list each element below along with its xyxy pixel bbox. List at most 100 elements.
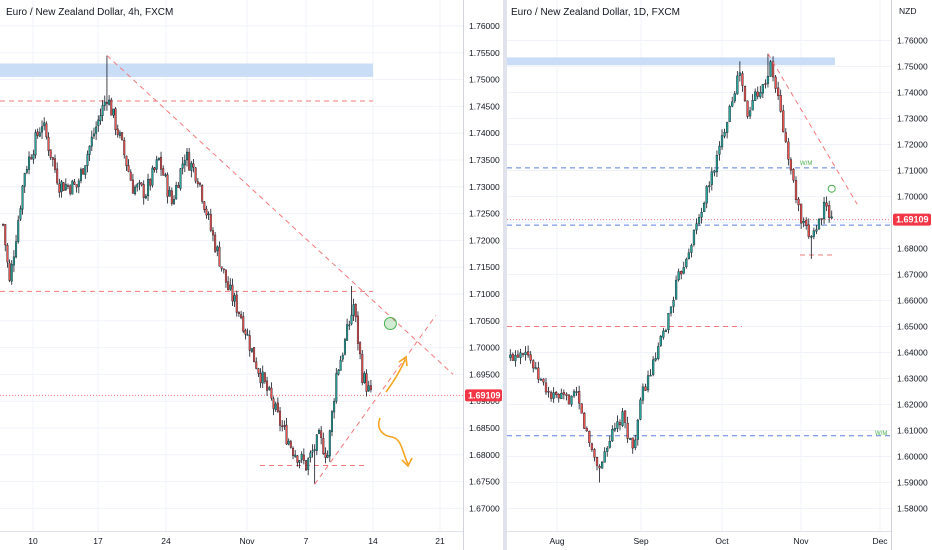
- candle-down: [149, 178, 152, 186]
- price-tick-label: 1.76000: [897, 36, 928, 46]
- time-tick-label: Oct: [715, 536, 729, 546]
- candle-down: [529, 354, 532, 361]
- candle-down: [114, 108, 117, 131]
- candle-down: [369, 385, 372, 390]
- candle-up: [84, 165, 87, 175]
- candle-up: [751, 99, 754, 111]
- candle-up: [519, 352, 522, 358]
- candle-up: [682, 267, 685, 274]
- candle-down: [66, 185, 69, 187]
- candle-up: [715, 155, 719, 173]
- arrow-down-right[interactable]: [377, 417, 409, 465]
- candle-up: [629, 438, 632, 440]
- candle-down: [45, 123, 48, 138]
- candle-up: [181, 163, 184, 169]
- candle-down: [198, 182, 201, 185]
- channel-line[interactable]: [314, 315, 437, 485]
- right-last-price-tag-bg: [893, 213, 931, 226]
- candle-down: [116, 128, 119, 136]
- candle-up: [138, 182, 141, 184]
- candle-up: [674, 279, 678, 300]
- candle-down: [779, 95, 782, 112]
- candle-down: [49, 149, 52, 158]
- candle-down: [794, 180, 798, 200]
- candle-up: [738, 72, 742, 76]
- time-tick-label: Nov: [239, 536, 255, 546]
- candle-up: [77, 180, 80, 187]
- candle-down: [36, 131, 39, 136]
- candle-down: [203, 201, 206, 210]
- right-grid: [507, 0, 891, 531]
- candle-up: [268, 387, 271, 390]
- candle-down: [255, 361, 258, 369]
- candle-up: [32, 154, 35, 160]
- candle-down: [285, 424, 288, 445]
- time-tick-label: 10: [28, 536, 38, 546]
- price-tick-label: 1.59000: [897, 478, 928, 488]
- candle-up: [654, 358, 657, 361]
- candle-up: [613, 428, 616, 431]
- candle-up: [677, 271, 680, 281]
- candle-up: [731, 101, 734, 107]
- candle-up: [761, 84, 764, 94]
- candle-up: [144, 195, 147, 199]
- candle-up: [341, 354, 344, 360]
- candle-down: [296, 455, 299, 463]
- candle-up: [817, 218, 821, 230]
- price-tick-label: 1.67000: [897, 270, 928, 280]
- candle-up: [23, 173, 26, 187]
- candle-down: [593, 449, 596, 458]
- candle-up: [713, 170, 716, 173]
- candle-down: [110, 99, 113, 116]
- candle-down: [784, 132, 787, 142]
- candle-up: [21, 185, 24, 210]
- price-tick-label: 1.69500: [469, 369, 500, 379]
- price-tick-label: 1.74500: [469, 101, 500, 111]
- candle-down: [192, 163, 195, 168]
- candle-up: [309, 452, 312, 459]
- candle-up: [328, 430, 331, 457]
- candle-up: [90, 136, 93, 147]
- candle-up: [343, 339, 346, 355]
- pane-separator[interactable]: [503, 0, 507, 550]
- trendline[interactable]: [106, 55, 454, 375]
- candle-up: [10, 263, 13, 282]
- candle-down: [166, 174, 169, 197]
- price-tick-label: 1.75000: [897, 62, 928, 72]
- candle-down: [125, 155, 128, 166]
- candle-up: [101, 105, 104, 116]
- candle-up: [572, 391, 576, 397]
- marker-circle[interactable]: [827, 184, 836, 193]
- candle-up: [108, 99, 111, 105]
- candle-up: [759, 92, 762, 98]
- candle-up: [367, 385, 370, 392]
- candle-down: [305, 460, 308, 471]
- candle-down: [58, 183, 61, 193]
- candle-up: [12, 256, 15, 266]
- candle-up: [294, 454, 297, 457]
- candle-up: [690, 245, 693, 253]
- candle-down: [75, 184, 78, 188]
- candle-up: [229, 284, 232, 290]
- time-tick-label: Nov: [793, 536, 809, 546]
- candle-down: [741, 73, 744, 86]
- candle-down: [588, 431, 591, 444]
- price-tick-label: 1.68000: [897, 244, 928, 254]
- candle-down: [555, 392, 558, 395]
- candle-down: [542, 378, 545, 383]
- arrow-up-right[interactable]: [385, 359, 406, 393]
- candle-down: [549, 392, 553, 399]
- price-tick-label: 1.68500: [469, 423, 500, 433]
- candle-down: [825, 202, 828, 207]
- candle-down: [774, 76, 777, 89]
- candle-up: [634, 439, 637, 448]
- candle-down: [354, 303, 357, 318]
- candle-up: [313, 449, 316, 451]
- price-tick-label: 1.75000: [469, 75, 500, 85]
- trendline[interactable]: [767, 53, 858, 205]
- candle-up: [509, 354, 512, 358]
- candle-down: [209, 214, 212, 231]
- candle-up: [667, 313, 670, 331]
- marker-circle[interactable]: [383, 316, 397, 330]
